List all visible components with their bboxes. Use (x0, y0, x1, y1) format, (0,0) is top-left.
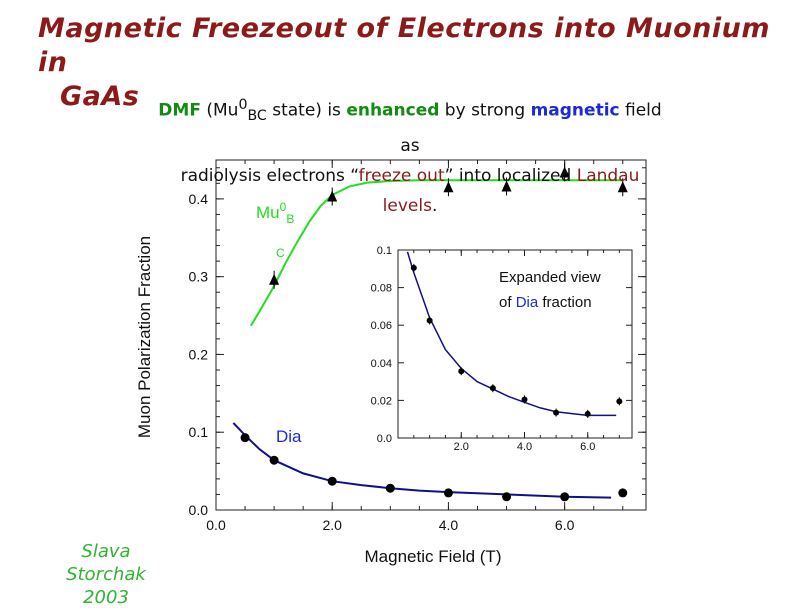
title-line-2: GaAs (60, 81, 140, 112)
annotation-text: fraction (538, 294, 591, 311)
inset-data-points (410, 263, 623, 418)
inset-x-tick-label: 4.0 (517, 441, 532, 453)
subtitle-text: radiolysis electrons “ (180, 166, 359, 187)
levels-term: levels (382, 196, 432, 217)
mu-data-point (559, 166, 570, 178)
inset-fit-curve (406, 251, 617, 417)
subtitle-line-1: DMF (Mu0BC state) is enhanced by strong … (100, 90, 720, 131)
inset-y-tick-label: 0.02 (371, 395, 392, 407)
subtitle-sub: BC (247, 108, 267, 125)
enhanced-term: enhanced (346, 100, 440, 121)
main-plot-frame (215, 159, 647, 511)
subtitle-line-2: as (100, 131, 720, 161)
main-frame-rect (215, 159, 647, 511)
author-line-2: Storchak (66, 564, 146, 585)
inset-annotation-line-2: of Dia fraction (499, 294, 592, 311)
subtitle-text: state) is (266, 100, 347, 121)
x-tick-label: 4.0 (439, 517, 459, 533)
mu-data-point (617, 181, 628, 193)
inset-y-tick-label: 0.06 (371, 320, 392, 332)
dmf-term: DMF (158, 100, 201, 121)
author-credit: Slava Storchak 2003 (56, 540, 156, 609)
inset-y-tick-label: 0.08 (371, 283, 392, 295)
annotation-text: of (499, 294, 516, 311)
x-tick-label: 6.0 (555, 517, 575, 533)
mu-data-point (327, 190, 338, 202)
inset-x-tick-label: 6.0 (580, 441, 595, 453)
x-tick-label: 0.0 (206, 517, 226, 533)
inset-x-tick-label: 2.0 (454, 441, 469, 453)
subtitle-sup: 0 (238, 97, 248, 113)
landau-term: Landau (576, 166, 640, 187)
subtitle-text: (Mu (200, 100, 239, 121)
mu-data-point (269, 273, 280, 285)
x-axis-label: Magnetic Field (T) (365, 547, 502, 566)
title-line-1: Magnetic Freezeout of Electrons into Muo… (38, 13, 771, 78)
inset-data-point (553, 409, 560, 416)
inset-annotation-line-1: Expanded view (499, 269, 601, 286)
freeze-out-term: freeze out (358, 166, 445, 187)
y-tick-label: 0.0 (189, 502, 209, 518)
main-axis-ticks: 0.0 2.0 4.0 6.00.00.10.20.30.4 (189, 160, 646, 533)
slide-title: Magnetic Freezeout of Electrons into Muo… (38, 12, 778, 114)
x-tick-label: 2.0 (322, 517, 342, 533)
dia-data-point (327, 476, 337, 486)
inset-y-tick-label: 0.04 (371, 358, 392, 370)
author-line-3: 2003 (83, 587, 129, 608)
mu-label-text: Mu (256, 203, 280, 222)
inset-plot-frame (397, 249, 633, 439)
mu-label-sub: B (286, 212, 294, 226)
dia-data-point (240, 433, 250, 443)
subtitle-text: as (400, 136, 420, 157)
dia-data-point (269, 455, 279, 465)
y-tick-label: 0.1 (189, 424, 209, 440)
subtitle-text: ” into localized (444, 166, 577, 187)
inset-dia-fit-curve (406, 251, 617, 417)
subtitle-text: field (619, 100, 662, 121)
inset-plot: 2.0 4.0 6.0 0.0 0.02 0.04 0.06 0.08 0.1 Expanded… (371, 245, 633, 453)
subtitle-line-4: levels. (100, 191, 720, 221)
inset-y-tick-label: 0.1 (377, 245, 392, 257)
dia-data-point (502, 492, 512, 502)
mu-data-point (501, 180, 512, 192)
inset-data-point (584, 410, 591, 417)
annotation-dia: Dia (516, 294, 539, 311)
y-tick-label: 0.4 (189, 191, 209, 207)
y-axis-label: Muon Polarization Fraction (135, 236, 154, 438)
inset-data-point (616, 398, 623, 405)
y-tick-label: 0.3 (189, 269, 209, 285)
magnetic-term: magnetic (530, 100, 620, 121)
inset-data-point (410, 264, 417, 271)
subtitle-text: . (431, 196, 438, 217)
mu-fit-curve (250, 179, 623, 327)
dia-label: Dia (276, 427, 302, 446)
slide-subtitle: DMF (Mu0BC state) is enhanced by strong … (100, 90, 720, 221)
inset-frame-rect (397, 249, 633, 439)
mu-data-point (443, 181, 454, 193)
dia-data-point (560, 492, 570, 502)
author-line-1: Slava (81, 541, 131, 562)
main-data-points (240, 163, 628, 502)
subtitle-text: by strong (439, 100, 531, 121)
inset-data-point (426, 317, 433, 324)
dia-data-point (618, 488, 628, 498)
inset-axis-ticks: 2.0 4.0 6.0 0.0 0.02 0.04 0.06 0.08 0.1 (371, 245, 632, 453)
inset-data-point (489, 385, 496, 392)
mu-label-sup: 0 (280, 200, 287, 214)
inset-data-point (458, 368, 465, 375)
mu-label: Mu0B (256, 200, 294, 226)
inset-data-point (521, 396, 528, 403)
y-tick-label: 0.2 (189, 346, 209, 362)
inset-y-tick-label: 0.0 (377, 433, 392, 445)
dia-data-point (385, 483, 395, 493)
dia-data-point (443, 488, 453, 498)
mu-label-c: C (276, 246, 285, 260)
subtitle-line-3: radiolysis electrons “freeze out” into l… (100, 161, 720, 191)
